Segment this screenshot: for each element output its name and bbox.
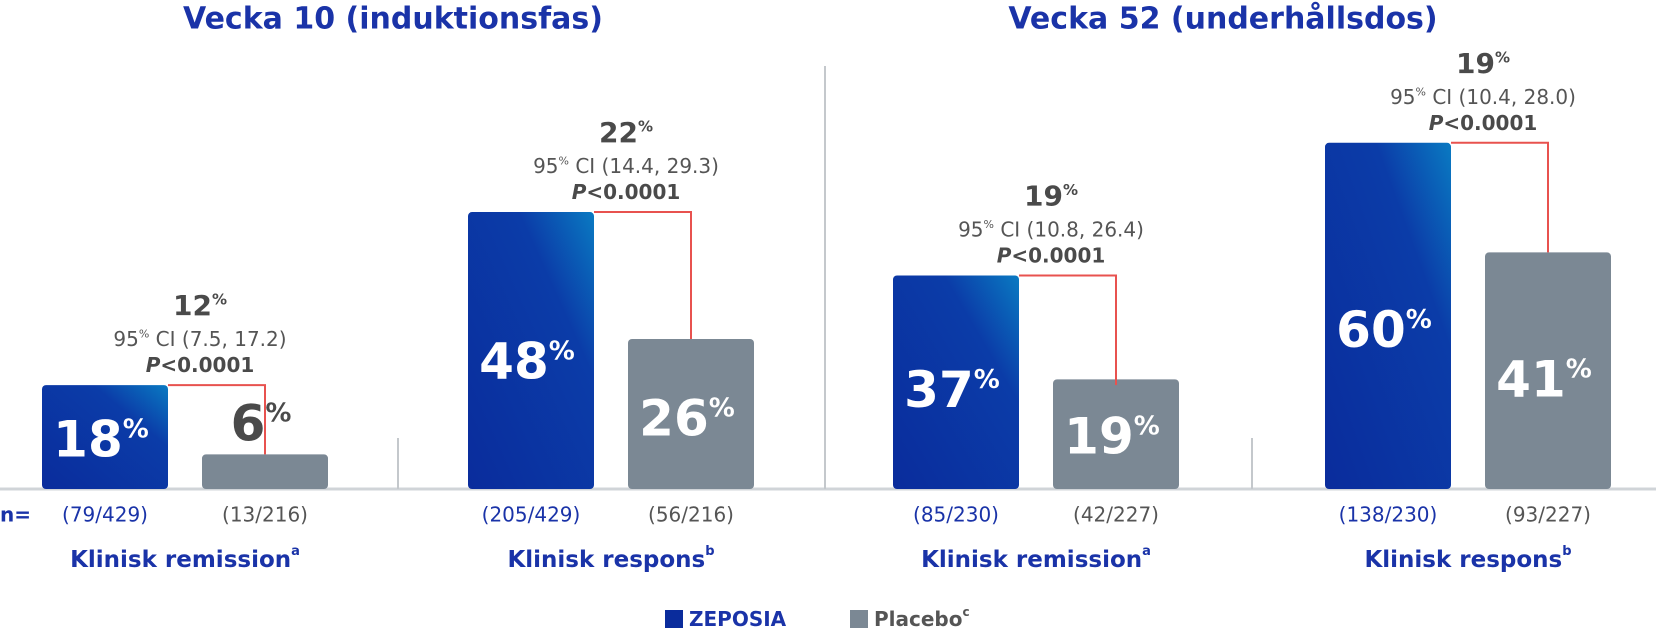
p-value: P<0.0001 bbox=[572, 180, 681, 204]
value-label: 41% bbox=[1496, 350, 1592, 408]
footnote-marker: b bbox=[705, 544, 714, 559]
bar bbox=[42, 385, 168, 489]
category-label: Klinisk remissiona bbox=[70, 544, 300, 573]
category-name: Klinisk respons bbox=[507, 547, 705, 573]
count-label: (85/230) bbox=[913, 503, 999, 527]
legend-label: Placeboc bbox=[874, 605, 970, 631]
value-label: 48% bbox=[479, 332, 575, 390]
footnote-marker: a bbox=[1142, 544, 1151, 559]
count-label: (205/429) bbox=[482, 503, 581, 527]
value-label: 26% bbox=[639, 389, 735, 447]
p-value: P<0.0001 bbox=[997, 243, 1106, 267]
category-name: Klinisk remission bbox=[70, 547, 291, 573]
bar bbox=[1485, 252, 1611, 489]
chart-title: Vecka 10 (induktionsfas) bbox=[183, 2, 603, 37]
bar bbox=[1325, 142, 1451, 490]
legend-name: ZEPOSIA bbox=[689, 607, 787, 631]
legend-label: ZEPOSIA bbox=[689, 607, 787, 631]
category-label: Klinisk responsb bbox=[1364, 544, 1571, 573]
legend-swatch bbox=[850, 610, 868, 628]
difference-bracket bbox=[1451, 141, 1549, 253]
bar bbox=[468, 212, 594, 490]
count-label: (79/429) bbox=[62, 503, 148, 527]
p-value: P<0.0001 bbox=[146, 353, 255, 377]
difference-label: 22% bbox=[599, 116, 653, 149]
bar bbox=[202, 454, 328, 489]
n-label: n= bbox=[0, 503, 31, 527]
legend-name: Placebo bbox=[874, 607, 963, 631]
bar bbox=[893, 275, 1019, 489]
difference-label: 19% bbox=[1456, 47, 1510, 80]
footnote-marker: c bbox=[963, 605, 970, 619]
value-label: 37% bbox=[904, 360, 1000, 418]
count-label: (93/227) bbox=[1505, 503, 1591, 527]
chart-title: Vecka 52 (underhållsdos) bbox=[1008, 1, 1437, 37]
difference-label: 12% bbox=[173, 289, 227, 322]
value-label: 19% bbox=[1064, 407, 1160, 465]
footnote-marker: a bbox=[291, 544, 300, 559]
difference-bracket bbox=[1019, 274, 1117, 386]
footnote-marker: b bbox=[1562, 544, 1571, 559]
value-label: 60% bbox=[1336, 301, 1432, 359]
bar bbox=[628, 338, 754, 489]
p-value: P<0.0001 bbox=[1429, 110, 1538, 134]
count-label: (13/216) bbox=[222, 503, 308, 527]
legend-swatch bbox=[665, 610, 683, 628]
difference-label: 19% bbox=[1024, 180, 1078, 213]
category-name: Klinisk respons bbox=[1364, 547, 1562, 573]
confidence-interval: 95% CI (14.4, 29.3) bbox=[533, 154, 719, 178]
category-name: Klinisk remission bbox=[921, 547, 1142, 573]
confidence-interval: 95% CI (10.4, 28.0) bbox=[1390, 84, 1576, 108]
count-label: (56/216) bbox=[648, 503, 734, 527]
value-label: 18% bbox=[53, 410, 149, 468]
category-label: Klinisk remissiona bbox=[921, 544, 1151, 573]
confidence-interval: 95% CI (10.8, 26.4) bbox=[958, 217, 1144, 241]
value-label: 6% bbox=[231, 394, 292, 452]
confidence-interval: 95% CI (7.5, 17.2) bbox=[113, 327, 286, 351]
difference-bracket bbox=[168, 384, 266, 455]
category-label: Klinisk responsb bbox=[507, 544, 714, 573]
count-label: (138/230) bbox=[1339, 503, 1438, 527]
count-label: (42/227) bbox=[1073, 503, 1159, 527]
difference-bracket bbox=[594, 211, 692, 339]
bar bbox=[1053, 379, 1179, 489]
